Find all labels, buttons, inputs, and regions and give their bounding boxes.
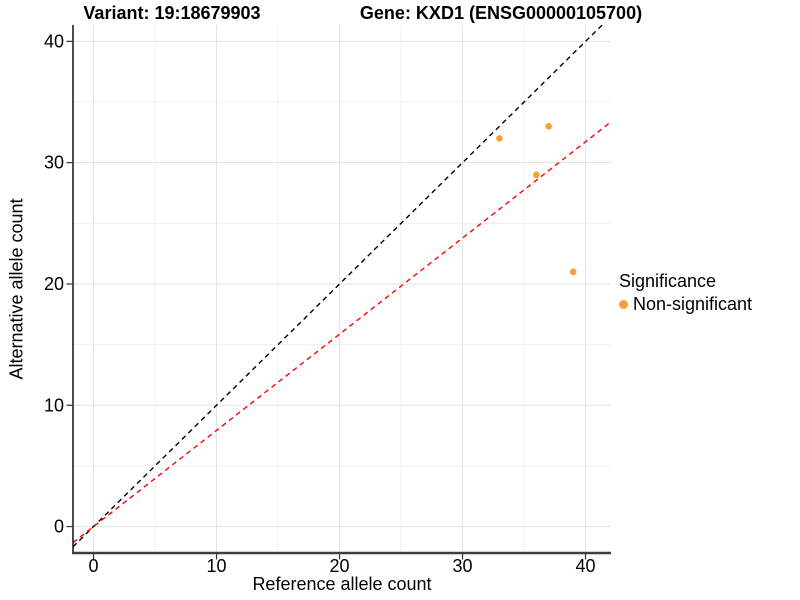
x-tick-label: 30 <box>453 556 473 576</box>
x-tick-label: 10 <box>207 556 227 576</box>
x-tick-label: 40 <box>576 556 596 576</box>
legend-item-non-significant: Non-significant <box>619 294 752 314</box>
y-tick-label: 30 <box>44 153 64 173</box>
plot-title-gene: Gene: KXD1 (ENSG00000105700) <box>359 3 643 23</box>
x-tick-label: 0 <box>89 556 99 576</box>
y-axis-title: Alternative allele count <box>6 198 27 380</box>
reference-lines <box>73 25 611 548</box>
y-tick-label: 0 <box>54 517 64 537</box>
axis-ticks <box>66 40 587 560</box>
x-axis-title: Reference allele count <box>252 574 432 594</box>
data-point <box>545 122 552 130</box>
legend-item-label: Non-significant <box>633 294 753 314</box>
y-tick-label: 10 <box>44 395 64 415</box>
y-tick-label: 20 <box>44 274 64 294</box>
y-tick-label: 40 <box>44 31 64 51</box>
plot-title-variant: Variant: 19:18679903 <box>83 3 261 23</box>
axis-tick-labels: 0 10 20 30 40 0 10 20 30 40 <box>44 31 596 576</box>
data-point <box>496 135 503 142</box>
legend-title: Significance <box>619 271 717 291</box>
identity-line <box>73 25 604 548</box>
legend: Significance Non-significant <box>619 271 752 314</box>
gridlines-minor <box>73 25 611 553</box>
data-point <box>569 268 577 276</box>
allele-ratio-line <box>73 121 611 544</box>
data-point <box>533 171 540 179</box>
legend-point-marker-icon <box>619 299 628 309</box>
series-non-significant <box>496 122 577 276</box>
gridlines-major <box>73 25 611 553</box>
x-tick-label: 20 <box>330 556 350 576</box>
